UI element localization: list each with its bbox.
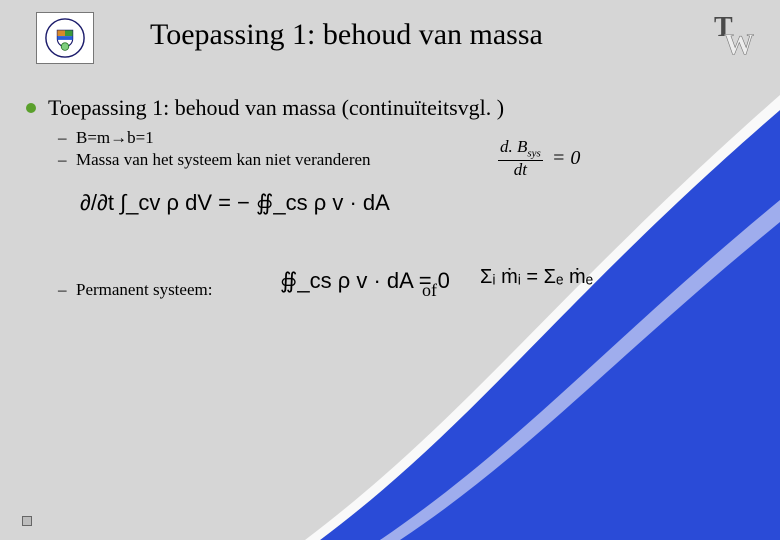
eq-num-sub: sys — [527, 147, 540, 159]
sub1-pre: B=m — [76, 128, 110, 147]
bullet-icon — [26, 103, 36, 113]
equation-integral-main: ∂/∂t ∫_cv ρ dV = − ∯_cs ρ v · dA — [80, 190, 390, 216]
tw-logo-right: T W — [706, 10, 758, 62]
sub1-post: b=1 — [127, 128, 154, 147]
subbullet-3: – Permanent systeem: — [58, 280, 212, 300]
eq-rhs: = 0 — [552, 147, 581, 169]
svg-text:W: W — [724, 28, 754, 61]
dash-icon: – — [58, 150, 76, 170]
equation-dbsys: d. Bsys dt = 0 — [498, 138, 580, 179]
arrow-icon: → — [110, 128, 127, 147]
sub3-text: Permanent systeem: — [76, 280, 212, 300]
subtitle-text: Toepassing 1: behoud van massa (continuï… — [48, 95, 504, 121]
subbullet-2: – Massa van het systeem kan niet verande… — [58, 150, 371, 170]
sub2-text: Massa van het systeem kan niet verandere… — [76, 150, 371, 170]
slide-title: Toepassing 1: behoud van massa — [150, 18, 543, 52]
eq-den: dt — [512, 161, 529, 179]
footer-marker-icon — [22, 516, 32, 526]
eq-num-prefix: d. B — [500, 137, 527, 156]
subtitle-row: Toepassing 1: behoud van massa (continuï… — [26, 95, 504, 121]
dash-icon: – — [58, 128, 76, 148]
subbullet-1: – B=m→b=1 — [58, 128, 154, 148]
of-label: of — [422, 280, 437, 301]
university-logo-left — [36, 12, 94, 64]
dash-icon: – — [58, 280, 76, 300]
equation-mass-sum: Σᵢ ṁᵢ = Σₑ ṁₑ — [480, 266, 593, 289]
